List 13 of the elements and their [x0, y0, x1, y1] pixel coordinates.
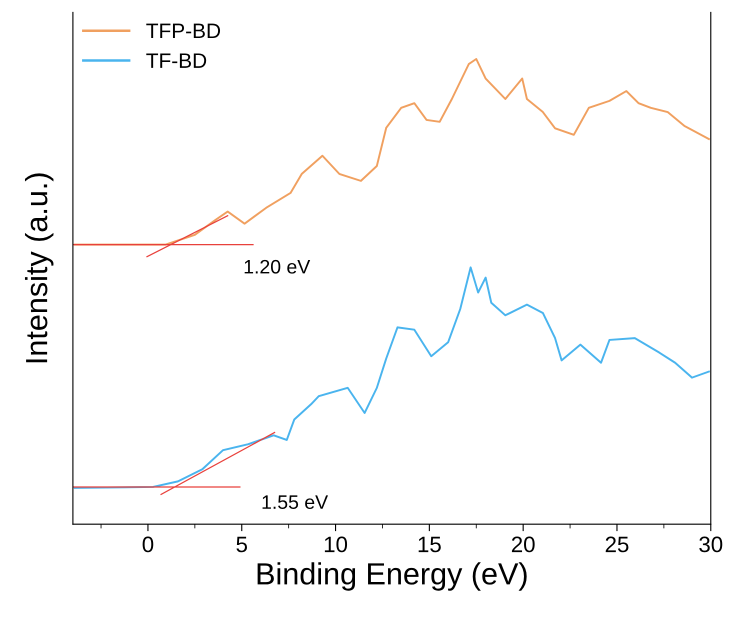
x-tick-label: 20	[512, 536, 535, 552]
y-axis-title: Intensity (a.u.)	[24, 173, 54, 362]
x-tick-label: 25	[606, 536, 628, 552]
legend-label: TF-BD	[146, 54, 206, 68]
x-tick-label: 30	[699, 536, 722, 552]
x-tick-label: 10	[324, 536, 348, 552]
x-tick-label: 5	[236, 536, 247, 552]
x-tick-label: 15	[418, 536, 441, 552]
annotation: 1.55 eV	[262, 495, 328, 509]
x-tick-label: 0	[142, 536, 154, 552]
x-axis-title: Binding Energy (eV)	[258, 562, 527, 591]
annotation: 1.20 eV	[244, 260, 310, 274]
legend-label: TFP-BD	[146, 24, 220, 38]
